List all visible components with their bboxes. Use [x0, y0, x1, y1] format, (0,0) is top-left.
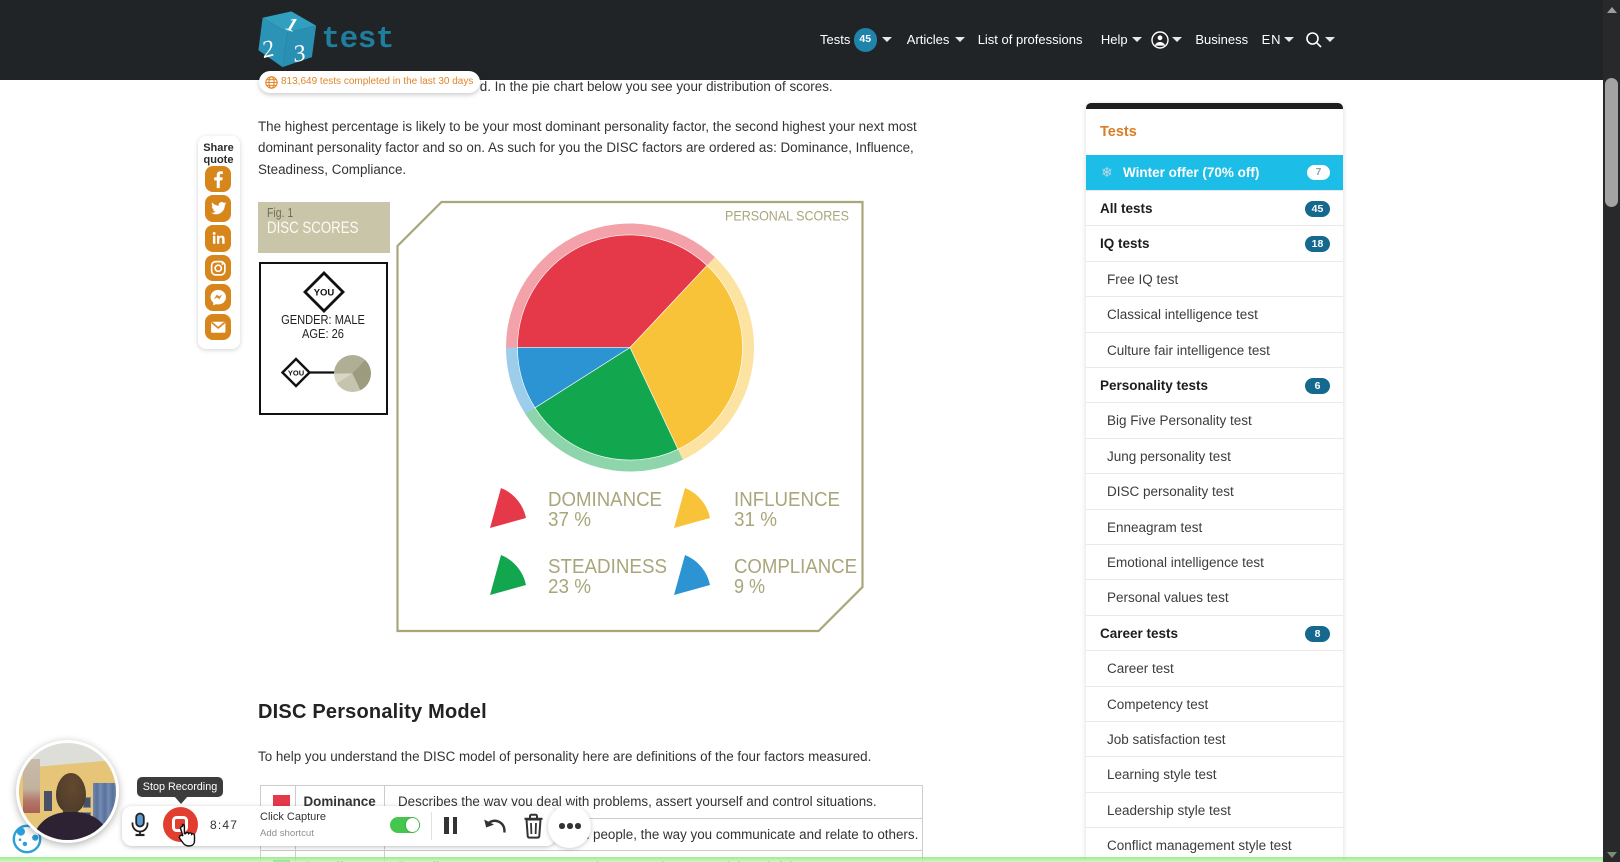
svg-text:YOU: YOU — [313, 287, 334, 298]
svg-text:STEADINESS: STEADINESS — [548, 556, 667, 578]
svg-text:YOU: YOU — [288, 369, 304, 378]
svg-text:9 %: 9 % — [734, 576, 765, 598]
svg-text:3: 3 — [291, 40, 308, 68]
svg-text:INFLUENCE: INFLUENCE — [734, 489, 840, 511]
svg-text:DOMINANCE: DOMINANCE — [548, 489, 662, 511]
svg-text:PERSONAL SCORES: PERSONAL SCORES — [725, 208, 849, 224]
svg-text:23 %: 23 % — [548, 576, 591, 598]
svg-text:37 %: 37 % — [548, 509, 591, 531]
svg-text:COMPLIANCE: COMPLIANCE — [734, 556, 857, 578]
svg-text:31 %: 31 % — [734, 509, 777, 531]
